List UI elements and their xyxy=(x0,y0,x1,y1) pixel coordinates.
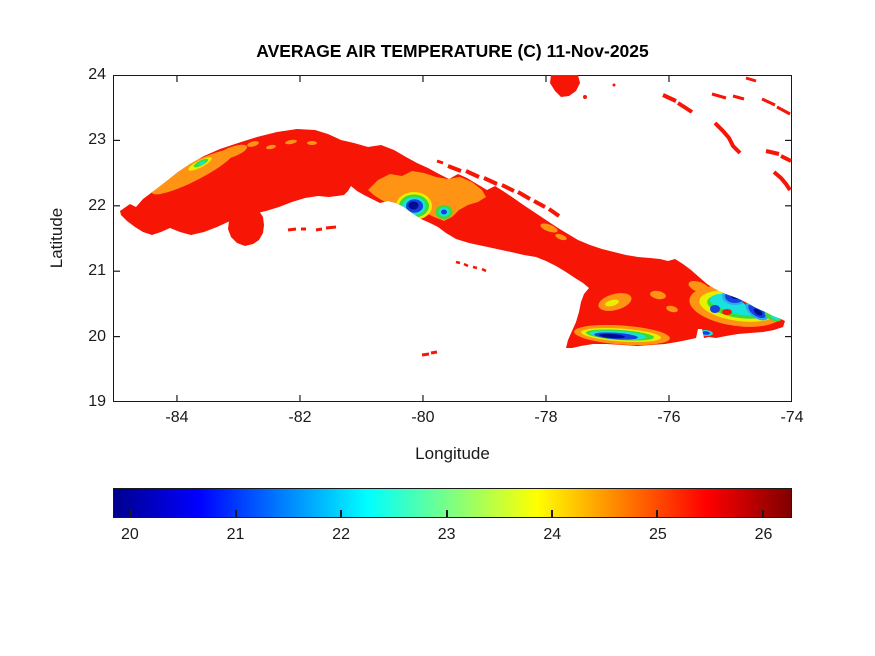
cay xyxy=(483,176,498,186)
camaguey-orange xyxy=(555,233,567,241)
colorbar-tick-mark xyxy=(340,510,343,517)
x-tick-label: -78 xyxy=(534,409,558,426)
x-tick-label: -80 xyxy=(411,409,435,426)
x-tick-label: -74 xyxy=(780,409,804,426)
y-tick-label: 20 xyxy=(88,327,106,345)
colorbar-tick-label: 24 xyxy=(543,526,562,543)
bahama-cay xyxy=(745,76,757,83)
baracoa-navy-core xyxy=(730,291,742,299)
guantanamo-cool-dash xyxy=(702,331,710,335)
cay xyxy=(501,183,515,193)
oriente-orange-speck xyxy=(666,305,678,313)
guaniguanico-orange xyxy=(216,144,248,160)
guaniguanico-orange xyxy=(151,149,235,195)
baracoa-blue-speck xyxy=(710,305,720,313)
acklins-island xyxy=(772,170,792,192)
colorbar-tick-mark xyxy=(761,510,764,517)
baracoa-red-break xyxy=(722,309,732,315)
colorbar xyxy=(113,488,792,518)
isla-de-la-juventud xyxy=(228,210,264,246)
holguin-yellow xyxy=(605,299,619,307)
cay xyxy=(465,169,480,179)
bahama-cay xyxy=(761,97,776,107)
y-axis-label: Latitude xyxy=(47,207,66,269)
bahama-islet xyxy=(612,83,616,87)
y-tick-label: 23 xyxy=(88,131,106,149)
escambray-navy-core xyxy=(408,201,419,210)
x-tick-label: -76 xyxy=(657,409,681,426)
colorbar-tick-mark xyxy=(550,510,553,517)
guaniguanico-cyan xyxy=(198,160,206,166)
cay xyxy=(516,190,532,201)
colorbar-tick-label: 22 xyxy=(332,526,350,543)
colorbar-tick-mark xyxy=(129,510,132,517)
cay xyxy=(547,207,561,218)
cay xyxy=(436,159,444,165)
x-axis-label: Longitude xyxy=(415,444,490,463)
bahama-cay xyxy=(711,92,727,100)
colorbar-tick-label: 20 xyxy=(120,526,139,543)
jardines-cay xyxy=(455,260,461,265)
camaguey-orange xyxy=(540,223,558,233)
baracoa-blue-core xyxy=(725,289,745,303)
jardines-cay xyxy=(472,265,478,270)
canarreos-cay xyxy=(325,225,337,230)
colorbar-tick-mark xyxy=(445,510,448,517)
north-coast-warm-patch xyxy=(247,141,259,147)
bahama-cay xyxy=(732,94,745,101)
jardines-cay xyxy=(463,262,469,268)
colorbar-tick-label: 25 xyxy=(648,526,667,543)
x-tick-label: -84 xyxy=(165,409,189,426)
baracoa-navy-core xyxy=(753,308,763,316)
north-coast-warm-patch xyxy=(285,139,297,145)
bahama-cay xyxy=(676,101,694,114)
x-tick-label: -82 xyxy=(288,409,312,426)
bahama-islet xyxy=(583,95,587,99)
oriente-orange-speck xyxy=(650,290,666,300)
plot-area xyxy=(113,75,792,402)
bahama-cay xyxy=(765,149,780,156)
cay xyxy=(533,199,546,209)
y-tick-label: 22 xyxy=(88,196,106,214)
y-tick-label: 21 xyxy=(88,262,106,280)
andros-island xyxy=(550,75,580,97)
grand-cayman xyxy=(421,352,430,357)
sierra-maestra-navy xyxy=(599,333,625,339)
chart-title: AVERAGE AIR TEMPERATURE (C) 11-Nov-2025 xyxy=(256,41,649,61)
colorbar-tick-label: 21 xyxy=(226,526,245,543)
long-island-bahamas xyxy=(713,121,742,155)
y-tick-label: 19 xyxy=(88,393,106,410)
colorbar-tick-mark xyxy=(235,510,238,517)
cuba-temperature-map xyxy=(113,75,792,402)
cay xyxy=(447,164,462,173)
canarreos-cay xyxy=(315,227,323,232)
bahama-cay xyxy=(780,154,792,163)
north-coast-warm-patch xyxy=(307,141,317,145)
canarreos-cay xyxy=(287,227,297,232)
jardines-cay xyxy=(481,267,487,273)
colorbar-tick-label: 26 xyxy=(754,526,773,543)
colorbar-tick-mark xyxy=(656,510,659,517)
grand-cayman xyxy=(430,350,438,355)
north-coast-warm-patch xyxy=(266,144,276,150)
bahama-cay xyxy=(776,105,791,116)
colorbar-tick-label: 23 xyxy=(437,526,456,543)
bahama-cay xyxy=(662,93,677,103)
y-tick-label: 24 xyxy=(88,66,106,83)
escambray-east-blue xyxy=(441,209,447,215)
